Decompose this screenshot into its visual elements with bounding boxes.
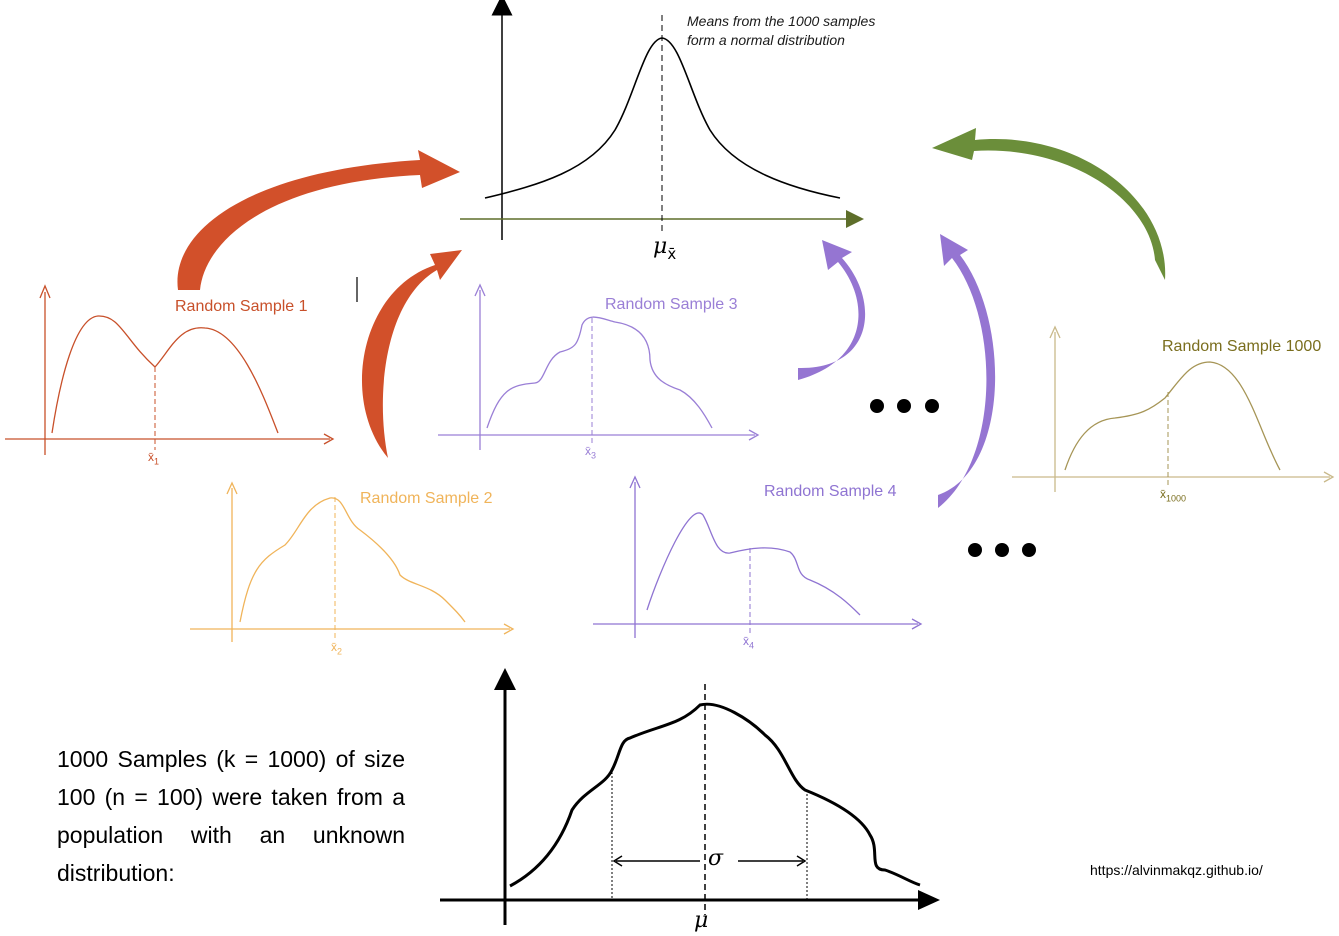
sample-3-sub: 3 — [591, 450, 597, 461]
sample-2-title: Random Sample 2 — [360, 490, 493, 507]
sample-1-xbar: x̄ — [148, 450, 154, 464]
sample-3-plot — [438, 283, 760, 450]
sample-4-sub: 4 — [749, 640, 755, 651]
population-description: 1000 Samples (k = 1000) of size 100 (n =… — [57, 746, 405, 886]
sample-1-plot — [5, 284, 335, 455]
sample-3-xbar: x̄ — [585, 444, 591, 458]
arrow-sample-2 — [361, 250, 462, 458]
sampling-mean-label: μx̄ — [653, 234, 676, 263]
arrow-sample-3 — [798, 240, 866, 380]
sampling-note-line2: form a normal distribution — [687, 32, 845, 48]
sample-2-xbar: x̄ — [331, 640, 337, 654]
sample-1-title: Random Sample 1 — [175, 298, 308, 315]
sample-3-title: Random Sample 3 — [605, 296, 738, 313]
sample-1-mean-label: x̄1 — [148, 450, 159, 466]
source-url[interactable]: https://alvinmakqz.github.io/ — [1090, 862, 1263, 878]
sampling-mean-symbol: μ — [653, 234, 668, 259]
arrows — [177, 128, 1166, 508]
arrow-sample-1 — [177, 150, 461, 290]
sample-1000-curve — [1064, 361, 1281, 471]
sample-1000-sub: 1000 — [1166, 493, 1187, 504]
sample-1000-plot — [1012, 325, 1335, 492]
sample-2-plot — [190, 481, 515, 642]
sample-4-xbar: x̄ — [743, 634, 749, 648]
sample-3-mean-label: x̄3 — [585, 444, 596, 460]
sample-1000-xbar: x̄ — [1160, 487, 1166, 501]
population-mu-label: μ — [694, 908, 709, 933]
sampling-distribution-plot — [460, 0, 864, 240]
population-curve — [509, 702, 921, 888]
arrow-sample-1000 — [932, 128, 1166, 280]
population-sigma-label: σ — [708, 846, 724, 871]
sampling-mean-subscript: x̄ — [667, 245, 677, 263]
sampling-note: Means from the 1000 samples form a norma… — [687, 12, 917, 50]
sample-1000-mean-label: x̄1000 — [1160, 487, 1186, 503]
population-plot — [440, 668, 940, 925]
sample-2-mean-label: x̄2 — [331, 640, 342, 656]
sample-1-sub: 1 — [154, 456, 160, 467]
sample-1-curve — [51, 315, 279, 434]
sample-4-mean-label: x̄4 — [743, 634, 754, 650]
sample-2-sub: 2 — [337, 646, 343, 657]
sample-4-plot — [593, 475, 923, 638]
sample-1000-title: Random Sample 1000 — [1162, 338, 1322, 355]
sample-4-title: Random Sample 4 — [764, 483, 897, 500]
arrow-sample-4 — [938, 234, 996, 508]
sample-3-curve — [486, 316, 713, 429]
sample-2-curve — [239, 497, 466, 623]
sampling-note-line1: Means from the 1000 samples — [687, 13, 876, 29]
sample-4-curve — [646, 512, 861, 616]
